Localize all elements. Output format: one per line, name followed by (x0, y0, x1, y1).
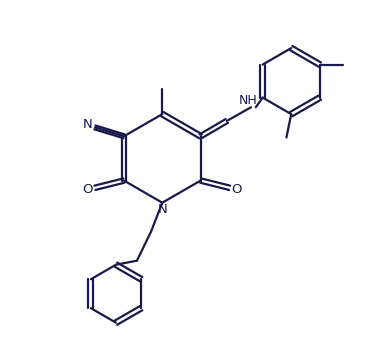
Text: NH: NH (238, 93, 257, 107)
Text: N: N (158, 204, 167, 216)
Text: N: N (83, 118, 93, 131)
Text: O: O (82, 183, 93, 196)
Text: O: O (231, 183, 242, 196)
